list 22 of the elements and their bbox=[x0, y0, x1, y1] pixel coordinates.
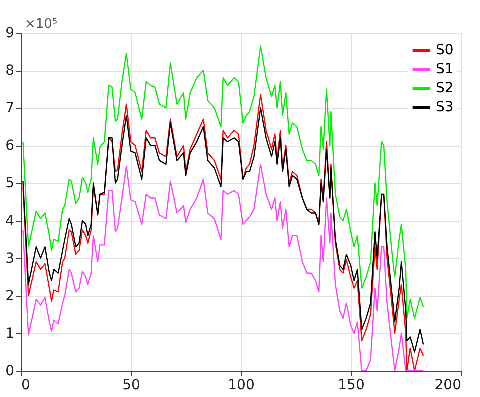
y-tick-label: 2 bbox=[6, 288, 14, 304]
x-tick-label: 100 bbox=[228, 378, 255, 394]
line-series bbox=[22, 164, 424, 371]
legend-label: S0 bbox=[436, 42, 454, 58]
y-tick-label: 8 bbox=[6, 63, 14, 80]
y-tick-label: 6 bbox=[6, 138, 15, 154]
line-series bbox=[22, 46, 424, 320]
x-tick-label: 0 bbox=[22, 378, 30, 394]
x-tick-label: 200 bbox=[434, 378, 462, 394]
legend-label: S3 bbox=[436, 100, 454, 116]
y-tick-label: 9 bbox=[6, 26, 14, 42]
y-tick-label: 0 bbox=[6, 364, 14, 380]
legend-label: S1 bbox=[436, 62, 454, 78]
text: ×10⁵ bbox=[25, 17, 58, 32]
y-tick-label: 3 bbox=[6, 250, 14, 267]
y-tick-label: 1 bbox=[6, 326, 14, 342]
y-tick-label: 4 bbox=[6, 213, 15, 230]
x-tick-label: 150 bbox=[338, 378, 365, 394]
legend-label: S2 bbox=[436, 80, 454, 96]
x-tick-label: 50 bbox=[122, 378, 140, 394]
y-tick-label: 7 bbox=[6, 100, 14, 117]
y-tick-label: 5 bbox=[6, 176, 14, 192]
